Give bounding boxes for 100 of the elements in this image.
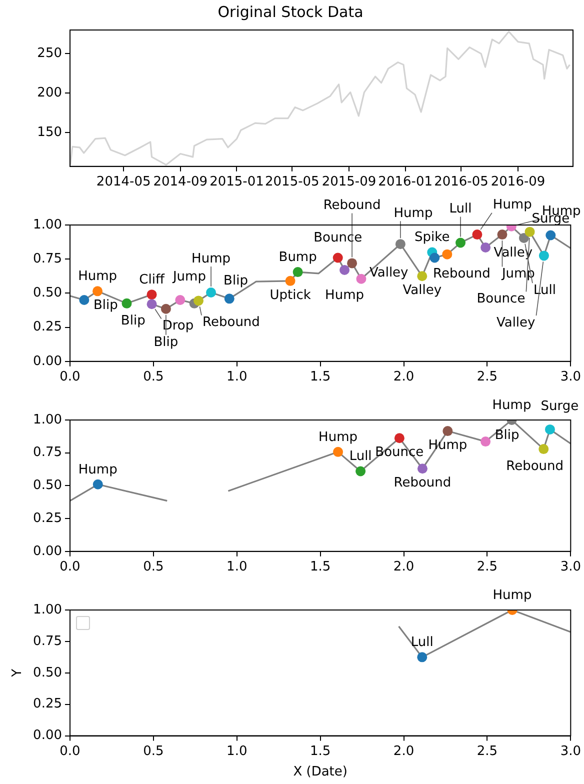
annotation: Valley (369, 266, 409, 281)
x-tick-label: 1.0 (226, 560, 248, 575)
point (356, 274, 366, 284)
annotation: Lull (349, 449, 372, 464)
point (480, 436, 491, 447)
x-tick-label: 0.5 (143, 370, 164, 385)
y-tick-label: 0.50 (33, 478, 62, 494)
x-tick-label: 2.0 (393, 560, 414, 575)
y-tick-label: 0.75 (33, 251, 62, 266)
y-tick-label: 250 (37, 46, 62, 62)
point (544, 424, 555, 434)
point (206, 288, 216, 298)
annotation: Blip (224, 274, 248, 289)
point (472, 230, 482, 240)
x-tick-label: 2016-01 (378, 174, 432, 190)
x-tick-label: 2016-05 (434, 174, 488, 190)
y-tick-label: 0.25 (33, 510, 62, 526)
annotation: Blip (93, 298, 118, 314)
annotation: Rebound (394, 475, 452, 490)
x-tick-label: 2.0 (393, 370, 414, 385)
annotation: Valley (496, 315, 536, 330)
annotation: Hump (492, 398, 532, 413)
y-tick-label: 0.25 (33, 696, 62, 712)
y-tick-label: 200 (37, 85, 62, 100)
annotation: Hump (318, 430, 358, 445)
point (442, 249, 452, 260)
point (456, 238, 466, 248)
x-tick-label: 2015-05 (265, 174, 320, 190)
annotation: Blip (494, 428, 520, 444)
y-tick-label: 0.00 (33, 544, 62, 559)
x-tick-label: 0.0 (60, 370, 80, 385)
annotation: Cliff (139, 272, 166, 288)
annotation: Bounce (476, 292, 526, 307)
x-axis-title: X (Date) (293, 764, 348, 780)
x-tick-label: 2015-01 (210, 174, 264, 190)
point (417, 271, 428, 282)
point (524, 226, 535, 237)
annotation: Blip (120, 313, 146, 328)
y-tick-label: 0.75 (33, 634, 62, 649)
point (92, 479, 103, 490)
point (285, 276, 296, 286)
point (340, 265, 350, 276)
point (333, 446, 344, 457)
annotation: Hump (78, 269, 118, 284)
y-axis-title: Y (10, 668, 26, 678)
annotation: Hump (192, 251, 230, 266)
annotation: Rebound (506, 458, 564, 474)
x-tick-label: 0.0 (60, 744, 80, 759)
point (356, 466, 366, 476)
annotation: Uptick (270, 288, 312, 303)
annotation: Rebound (202, 315, 260, 330)
point (146, 290, 157, 300)
point (146, 299, 157, 310)
y-tick-label: 1.00 (33, 602, 62, 618)
point (292, 267, 303, 278)
point (224, 294, 234, 304)
point (417, 464, 428, 474)
x-tick-label: 2014-05 (96, 174, 151, 190)
point (546, 230, 556, 240)
annotation: Valley (402, 283, 442, 298)
x-tick-label: 2.5 (476, 744, 498, 759)
x-tick-label: 0.5 (143, 744, 164, 759)
x-tick-label: 2016-09 (490, 174, 546, 190)
x-tick-label: 3.0 (560, 370, 582, 385)
x-tick-label: 2.5 (476, 560, 498, 575)
y-tick-label: 0.00 (33, 728, 62, 744)
annotation: Jump (172, 269, 206, 284)
point (122, 298, 132, 308)
annotation: Hump (78, 462, 118, 478)
annotation: Hump (325, 288, 364, 303)
point (395, 239, 406, 250)
x-tick-label: 1.5 (310, 370, 331, 385)
x-tick-label: 0.5 (143, 560, 164, 575)
x-tick-label: 2.0 (393, 744, 414, 759)
point (497, 230, 508, 240)
x-tick-label: 2.5 (476, 370, 498, 385)
point (538, 250, 549, 261)
annotation: Hump (492, 198, 532, 213)
point (92, 286, 103, 296)
point (394, 433, 404, 444)
annotation: Rebound (433, 266, 490, 282)
y-tick-label: 1.00 (33, 412, 62, 428)
point (518, 232, 529, 243)
y-tick-label: 0.50 (33, 665, 62, 680)
y-tick-label: 0.50 (33, 286, 62, 301)
point (160, 304, 171, 314)
annotation: Lull (449, 202, 472, 217)
y-tick-label: 1.00 (33, 217, 62, 232)
point (442, 426, 453, 436)
point (538, 444, 549, 454)
annotation: Spike (414, 230, 450, 246)
x-tick-label: 1.5 (310, 744, 331, 759)
point (347, 258, 358, 268)
y-tick-label: 150 (37, 124, 62, 140)
x-tick-label: 0.0 (60, 560, 80, 575)
point (430, 252, 440, 263)
y-tick-label: 0.75 (33, 445, 62, 460)
x-tick-label: 2014-09 (153, 174, 208, 190)
y-tick-label: 0.00 (33, 354, 62, 369)
point (480, 242, 491, 253)
